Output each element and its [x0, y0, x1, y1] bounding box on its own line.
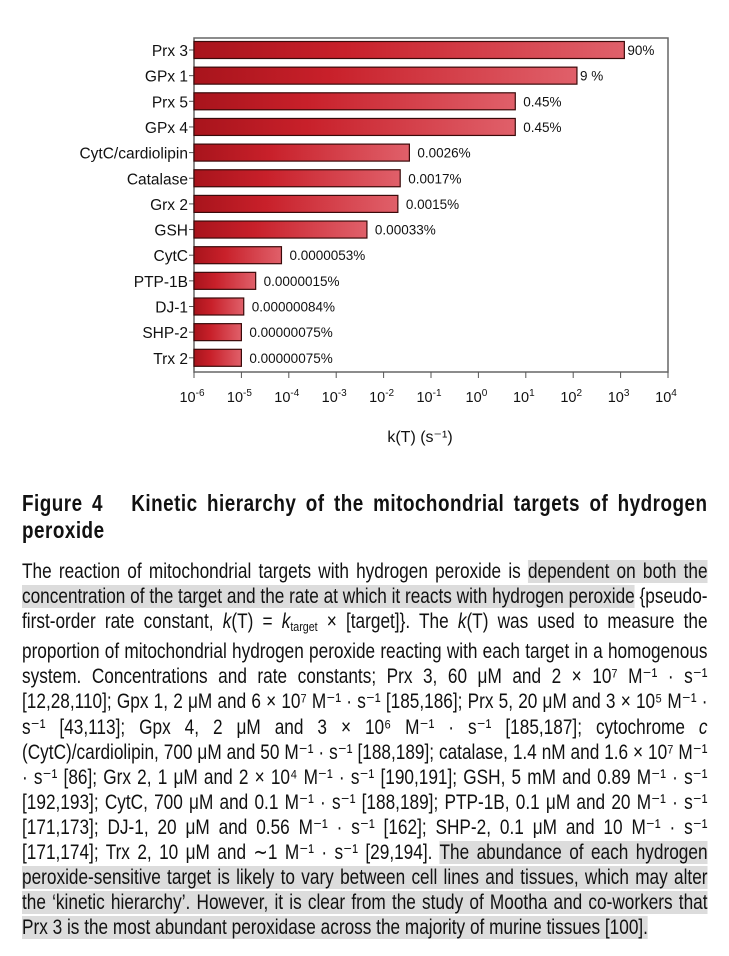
- category-label: GPx 1: [145, 69, 188, 86]
- bar: [193, 40, 625, 60]
- category-label: CytC/cardiolipin: [79, 146, 188, 163]
- x-tick-label: 102: [560, 388, 582, 406]
- data-label: 0.0017%: [408, 171, 461, 186]
- caption-text: (T) was used to measure the proportion o…: [22, 610, 708, 739]
- data-label: 0.45%: [523, 94, 561, 109]
- category-label: GPx 4: [145, 120, 188, 137]
- category-label: Prx 5: [152, 94, 188, 111]
- bar: [193, 169, 401, 188]
- category-label: Grx 2: [150, 197, 188, 214]
- category-label: Prx 3: [152, 43, 188, 60]
- x-tick-label: 101: [513, 388, 535, 406]
- x-tick-label: 10-2: [369, 388, 394, 406]
- x-tick-label: 103: [608, 388, 630, 406]
- caption-text: c: [698, 715, 708, 739]
- data-label: 0.0000053%: [289, 248, 365, 263]
- figure-title: Kinetic hierarchy of the mitochondrial t…: [22, 490, 708, 543]
- caption-text: × [target]}. The: [317, 610, 458, 634]
- bar: [193, 66, 578, 85]
- data-label: 0.0026%: [417, 146, 470, 161]
- data-label: 0.0000015%: [264, 274, 340, 289]
- data-label: 90%: [627, 43, 654, 58]
- category-label: GSH: [154, 223, 188, 240]
- bar: [193, 323, 243, 342]
- caption-text: The reaction of mitochondrial targets wi…: [22, 560, 528, 583]
- bar: [193, 117, 516, 137]
- data-label: 9 %: [580, 69, 603, 84]
- x-tick-label: 100: [466, 388, 488, 406]
- category-label: CytC: [154, 248, 188, 265]
- x-tick-label: 104: [655, 388, 677, 406]
- bar: [193, 297, 245, 316]
- caption-text: k: [457, 610, 467, 634]
- bar: [193, 348, 243, 367]
- figure-caption-body: The reaction of mitochondrial targets wi…: [22, 559, 708, 940]
- category-label: Catalase: [127, 171, 188, 188]
- caption-text: target: [290, 619, 318, 635]
- bar: [193, 194, 399, 213]
- figure-label: Figure 4: [22, 490, 103, 516]
- category-label: PTP-1B: [134, 274, 188, 291]
- bar: [193, 220, 368, 239]
- caption-text: k: [222, 610, 232, 634]
- data-label: 0.45%: [523, 120, 561, 135]
- category-label: DJ-1: [155, 300, 188, 317]
- x-tick-label: 10-1: [416, 388, 441, 406]
- bar: [193, 143, 410, 162]
- x-tick-label: 10-4: [274, 388, 299, 406]
- bar: [193, 271, 257, 290]
- highlighted-text: The abundance of each hydrogen peroxide-…: [22, 841, 708, 940]
- caption-text: (T) =: [231, 610, 282, 634]
- data-label: 0.0015%: [406, 197, 459, 212]
- bar: [193, 246, 283, 265]
- category-label: SHP-2: [142, 325, 188, 342]
- bar: [193, 92, 516, 111]
- data-label: 0.00000075%: [249, 325, 332, 340]
- figure-caption-title: Figure 4 Kinetic hierarchy of the mitoch…: [22, 490, 708, 544]
- category-label: Trx 2: [153, 351, 188, 368]
- x-tick-label: 10-3: [322, 388, 347, 406]
- data-label: 0.00033%: [375, 223, 436, 238]
- caption-text: (CytC)/cardiolipin, 700 μM and 50 M⁻¹ · …: [22, 740, 708, 865]
- data-label: 0.00000075%: [249, 351, 332, 366]
- caption-text: k: [281, 610, 291, 634]
- x-axis-label: k(T) (s⁻¹): [387, 429, 452, 446]
- data-label: 0.00000084%: [252, 300, 335, 315]
- kinetic-hierarchy-chart: Prx 3 90% GPx 1 9 % Prx 5 0.45% GPx 4 0.45% CytC…: [79, 37, 677, 446]
- caption-text: {pseudo-first-order rate constant,: [22, 585, 708, 634]
- x-tick-label: 10-5: [227, 388, 252, 406]
- x-tick-label: 10-6: [179, 388, 204, 406]
